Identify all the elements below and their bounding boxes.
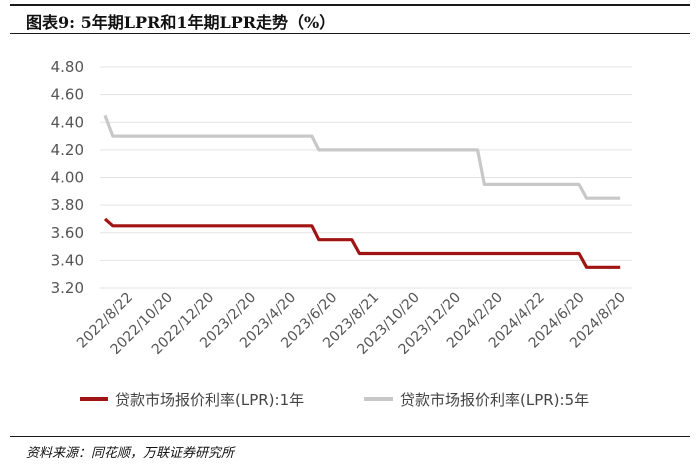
series-line-5y xyxy=(103,114,621,200)
x-axis-ticks: 2022/8/222022/10/202022/12/202023/2/2020… xyxy=(74,290,629,358)
series-lines xyxy=(103,114,621,269)
y-tick-label: 3.40 xyxy=(51,251,84,269)
title-rule xyxy=(10,33,690,34)
series-line-1y xyxy=(103,217,621,269)
y-tick-label: 3.80 xyxy=(51,196,84,214)
grid-lines xyxy=(100,66,632,289)
y-tick-label: 3.20 xyxy=(51,279,84,297)
y-tick-label: 4.20 xyxy=(51,141,84,159)
y-axis-ticks: 4.80 4.60 4.40 4.20 4.00 3.80 3.60 3.40 3.20 xyxy=(51,58,84,297)
legend-label: 贷款市场报价利率(LPR):1年 xyxy=(115,391,304,409)
top-rule xyxy=(10,4,690,6)
bottom-rule xyxy=(10,436,690,437)
legend: 贷款市场报价利率(LPR):1年 贷款市场报价利率(LPR):5年 xyxy=(80,391,589,409)
y-tick-label: 4.00 xyxy=(51,169,84,187)
source-note: 资料来源：同花顺，万联证券研究所 xyxy=(26,446,235,461)
y-tick-label: 3.60 xyxy=(51,224,84,242)
y-tick-label: 4.80 xyxy=(51,58,84,76)
y-tick-label: 4.60 xyxy=(51,86,84,104)
lpr-line-chart: 4.80 4.60 4.40 4.20 4.00 3.80 3.60 3.40 3.20 202… xyxy=(51,58,632,409)
legend-label: 贷款市场报价利率(LPR):5年 xyxy=(400,391,589,409)
y-tick-label: 4.40 xyxy=(51,113,84,131)
figure-title: 图表9: 5年期LPR和1年期LPR走势（%） xyxy=(26,13,336,32)
